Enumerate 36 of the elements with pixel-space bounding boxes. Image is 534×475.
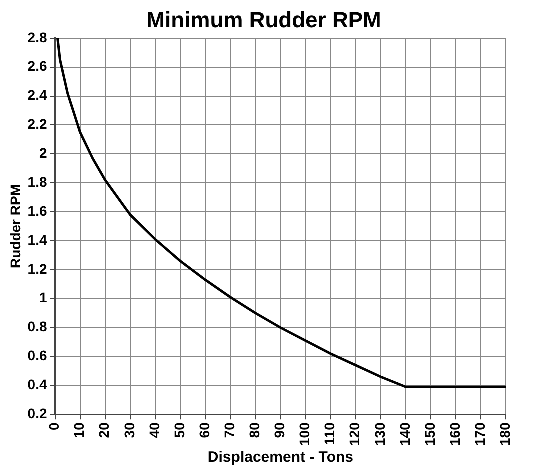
x-tick-label: 70 [221, 422, 238, 438]
y-tick-label: 2.4 [28, 87, 48, 104]
chart-title: Minimum Rudder RPM [146, 7, 382, 32]
y-tick-label: 1 [39, 290, 48, 306]
x-tick-label: 130 [372, 422, 388, 446]
y-tick-label: 1.6 [28, 202, 48, 219]
x-tick-label: 140 [396, 422, 413, 446]
x-axis-title: Displacement - Tons [208, 449, 354, 466]
x-tick-label: 170 [472, 422, 488, 446]
y-tick-label: 0.4 [28, 376, 48, 393]
x-tick-label: 150 [422, 422, 438, 446]
y-tick-label: 1.8 [28, 174, 48, 190]
y-tick-label: 2.8 [28, 29, 48, 46]
y-tick-label: 0.2 [28, 406, 48, 422]
y-axis-title: Rudder RPM [7, 184, 24, 269]
x-tick-label: 60 [196, 422, 212, 438]
y-tick-label: 0.8 [28, 318, 48, 335]
x-tick-label: 0 [46, 422, 62, 430]
x-tick-label: 160 [446, 422, 463, 446]
x-tick-label: 80 [246, 422, 263, 438]
y-tick-label: 2.2 [28, 116, 48, 132]
y-tick-label: 0.6 [28, 348, 48, 364]
x-tick-label: 90 [272, 422, 288, 438]
x-tick-label: 100 [296, 422, 313, 446]
x-tick-label: 40 [146, 422, 162, 438]
x-tick-label: 180 [497, 422, 514, 446]
x-tick-label: 10 [71, 422, 88, 438]
y-tick-label: 1.2 [28, 260, 48, 277]
x-tick-label: 20 [96, 422, 112, 438]
x-tick-label: 50 [171, 422, 188, 438]
y-tick-label: 2.6 [28, 58, 48, 74]
x-tick-label: 110 [322, 422, 338, 446]
y-tick-label: 1.4 [28, 232, 48, 248]
x-tick-label: 30 [121, 422, 138, 438]
x-tick-label: 120 [346, 422, 363, 446]
y-tick-label: 2 [39, 145, 48, 162]
